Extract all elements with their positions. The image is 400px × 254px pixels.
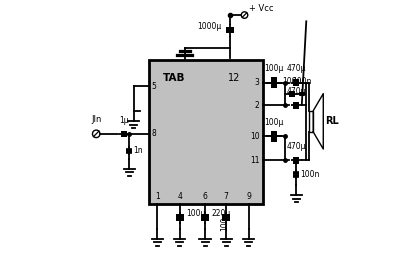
Bar [309,111,313,132]
Text: TAB: TAB [163,73,186,83]
Text: 9: 9 [246,192,251,201]
Text: 100μ: 100μ [264,118,284,127]
Text: 1000μ: 1000μ [197,22,222,31]
Text: 1μ: 1μ [119,116,128,125]
Text: 2: 2 [255,101,260,109]
Text: 100μ: 100μ [264,64,284,73]
Text: 3: 3 [255,78,260,87]
Text: 8: 8 [152,129,156,138]
Text: 4: 4 [178,192,182,201]
Text: 100μ: 100μ [282,76,302,86]
Text: 10: 10 [250,132,260,141]
Text: 11: 11 [250,156,260,165]
Text: 470μ: 470μ [286,87,306,96]
Text: 220μ: 220μ [212,209,231,218]
Polygon shape [313,94,323,149]
Text: 6: 6 [202,192,208,201]
Text: 1: 1 [155,192,160,201]
Text: 470μ: 470μ [286,141,306,151]
Text: JIn: JIn [91,115,102,124]
Text: 470μ: 470μ [286,64,306,73]
Text: 12: 12 [228,73,240,83]
Text: 1n: 1n [133,146,143,155]
Text: 100μ: 100μ [220,211,229,231]
FancyBboxPatch shape [149,60,262,204]
Text: 5: 5 [152,82,157,91]
Text: 100n: 100n [292,76,312,86]
Text: 100n: 100n [300,170,320,179]
Text: + Vcc: + Vcc [248,4,273,12]
Text: 7: 7 [224,192,229,201]
Text: RL: RL [325,116,339,126]
Text: 100μ: 100μ [186,209,206,218]
